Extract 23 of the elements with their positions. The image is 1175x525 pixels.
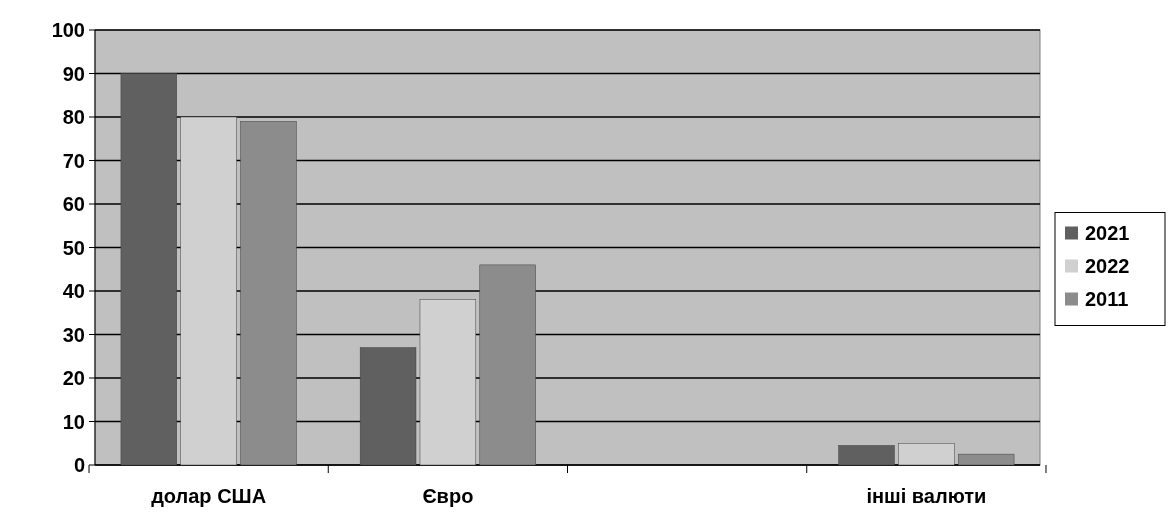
y-tick-label: 0: [73, 454, 85, 476]
x-tick-label: інші валюти: [866, 485, 987, 507]
y-tick-label: 80: [62, 106, 85, 128]
y-tick-label: 50: [62, 236, 85, 259]
legend-label: 2011: [1085, 287, 1129, 310]
bar: [838, 445, 895, 466]
y-tick-label: 40: [62, 280, 85, 302]
y-tick-label: 90: [62, 62, 85, 85]
bar: [120, 73, 177, 466]
bar: [898, 443, 955, 466]
y-tick-label: 60: [62, 193, 85, 215]
bar: [419, 299, 477, 466]
y-tick-label: 100: [51, 19, 85, 41]
legend-label: 2022: [1085, 254, 1130, 277]
bar: [180, 116, 237, 466]
y-tick-label: 30: [62, 323, 85, 346]
bar: [359, 347, 417, 466]
y-tick-label: 70: [62, 149, 85, 172]
y-tick-label: 20: [62, 367, 85, 389]
legend-label: 2021: [1085, 221, 1130, 244]
x-tick-label: Євро: [422, 485, 474, 507]
x-tick-label: долар США: [151, 485, 267, 507]
y-tick-label: 10: [62, 410, 85, 433]
